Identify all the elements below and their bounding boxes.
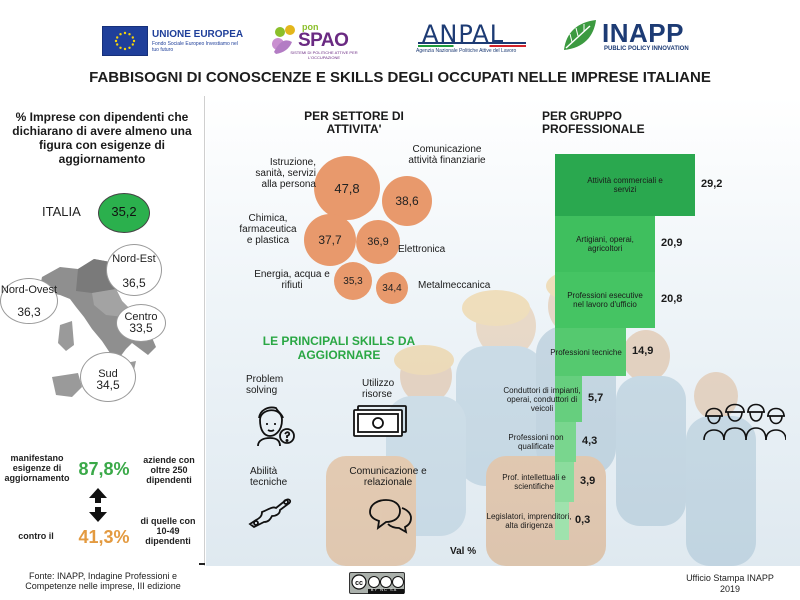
sector-label-comunicazione: Comunicazione attività finanziarie bbox=[408, 144, 486, 166]
region-name-nord-ovest: Nord-Ovest bbox=[0, 284, 58, 296]
stat1-value: 87,8% bbox=[78, 459, 130, 479]
sector-title: PER SETTORE DI ATTIVITA' bbox=[304, 109, 404, 136]
region-name-centro: Centro bbox=[124, 311, 158, 323]
skill-label-comunicazione: Comunicazione e relazionale bbox=[349, 466, 427, 488]
region-value-nord-est: 36,5 bbox=[122, 276, 146, 290]
region-circle-nord-ovest bbox=[0, 278, 58, 324]
stat2-left-text: contro il bbox=[18, 531, 54, 541]
anpal-logo-subtitle: Agenzia Nazionale Politiche Attive del L… bbox=[416, 48, 517, 54]
skill-label-problem-solving: Problem solving bbox=[246, 374, 284, 396]
region-name-nord-est: Nord-Est bbox=[112, 253, 156, 265]
axis-label: Val % bbox=[450, 546, 477, 557]
groups-title: PER GRUPPO PROFESSIONALE bbox=[542, 109, 645, 136]
italia-circle bbox=[98, 193, 150, 233]
bubble-value: 37,7 bbox=[318, 233, 342, 247]
bubble-energia: 35,3 bbox=[334, 262, 372, 300]
bubble-elettronica: 36,9 bbox=[356, 220, 400, 264]
pon-logo-subtitle: SISTEMI DI POLITICHE ATTIVE PER L'OCCUPA… bbox=[290, 50, 358, 60]
region-circle-sud bbox=[80, 352, 136, 402]
footer-source: Fonte: INAPP, Indagine Professioni e Com… bbox=[25, 571, 181, 591]
region-value-nord-ovest: 36,3 bbox=[17, 305, 41, 319]
eu-logo-name: UNIONE EUROPEA bbox=[152, 29, 244, 40]
speech-bubbles-icon bbox=[366, 496, 414, 534]
italia-value: 35,2 bbox=[111, 204, 137, 219]
page-title: FABBISOGNI DI CONOSCENZE E SKILLS DEGLI … bbox=[89, 69, 711, 86]
eu-logo-subtitle: Fondo Sociale Europeo Investiamo nel tuo… bbox=[152, 41, 238, 53]
stat1-left-text: manifestano esigenze di aggiornamento bbox=[4, 453, 70, 483]
wrench-icon bbox=[246, 494, 294, 529]
anpal-logo-rule bbox=[418, 42, 526, 44]
sector-label-elettronica: Elettronica bbox=[398, 244, 446, 255]
pon-logo-name: SPAO bbox=[298, 30, 349, 51]
column-divider bbox=[204, 96, 205, 566]
region-circle-nord-est bbox=[106, 244, 162, 296]
bubble-value: 38,6 bbox=[395, 194, 419, 208]
region-value-sud: 34,5 bbox=[96, 378, 120, 392]
stat2-right-text: di quelle con 10-49 dipendenti bbox=[140, 516, 196, 546]
skill-label-abilita-tecniche: Abilità tecniche bbox=[250, 466, 288, 488]
sector-label-istruzione: Istruzione, sanità, servizi alla persona bbox=[255, 157, 316, 190]
skills-title: LE PRINCIPALI SKILLS DA AGGIORNARE bbox=[262, 334, 416, 362]
bubble-chimica: 37,7 bbox=[304, 214, 356, 266]
stat2-value: 41,3% bbox=[78, 527, 130, 547]
sector-label-chimica: Chimica, farmaceutica e plastica bbox=[239, 213, 297, 246]
bubble-value: 36,9 bbox=[367, 236, 389, 248]
workers-group-icon bbox=[702, 398, 787, 442]
skill-label-utilizzo-risorse: Utilizzo risorse bbox=[362, 378, 395, 400]
person-question-icon bbox=[250, 398, 296, 448]
footer-mark bbox=[199, 563, 205, 565]
bubble-comunicazione: 38,6 bbox=[382, 176, 432, 226]
inapp-leaf-icon bbox=[560, 16, 600, 56]
license-text: BY NC SA bbox=[370, 587, 398, 592]
footer-office: Ufficio Stampa INAPP 2019 bbox=[670, 573, 790, 595]
region-value-centro: 33,5 bbox=[129, 321, 153, 335]
italia-label: ITALIA bbox=[42, 204, 81, 219]
region-circle-centro bbox=[116, 304, 166, 342]
sector-label-metalmeccanica: Metalmeccanica bbox=[418, 280, 491, 291]
stat1-right-text: aziende con oltre 250 dipendenti bbox=[143, 455, 195, 485]
creative-commons-icon: cc bbox=[349, 572, 405, 594]
bubble-value: 47,8 bbox=[334, 180, 360, 196]
sector-label-energia: Energia, acqua e rifiuti bbox=[254, 269, 330, 291]
bubble-metalmeccanica: 34,4 bbox=[376, 272, 408, 304]
svg-text:cc: cc bbox=[355, 580, 363, 587]
updown-arrows-icon bbox=[86, 486, 110, 524]
banknote-icon bbox=[352, 404, 410, 440]
anpal-flag-stripe bbox=[418, 45, 526, 47]
left-panel-heading: % Imprese con dipendenti che dichiarano … bbox=[12, 110, 192, 166]
bubble-value: 35,3 bbox=[343, 275, 363, 287]
bubble-value: 34,4 bbox=[382, 282, 402, 294]
pon-logo-small: pon bbox=[302, 22, 319, 32]
eu-flag-icon bbox=[102, 26, 148, 56]
footer-office-name: Ufficio Stampa INAPP bbox=[686, 573, 774, 583]
inapp-logo-name: INAPP bbox=[602, 18, 684, 48]
pon-people-icon bbox=[270, 22, 306, 58]
footer-year: 2019 bbox=[719, 584, 741, 594]
region-name-sud: Sud bbox=[98, 368, 118, 380]
bubble-istruzione: 47,8 bbox=[314, 156, 380, 220]
inapp-logo-subtitle: PUBLIC POLICY INNOVATION bbox=[604, 46, 689, 52]
